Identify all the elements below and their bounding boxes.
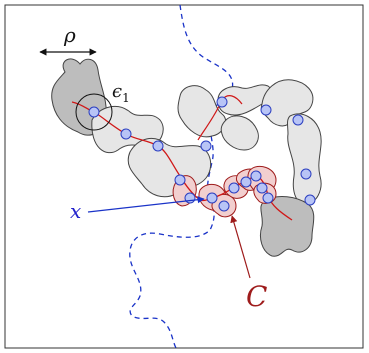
blob-upper-mid bbox=[177, 85, 227, 138]
rho-label: ρ bbox=[63, 23, 76, 47]
node bbox=[240, 176, 252, 188]
epsilon-circle bbox=[75, 93, 113, 131]
node-group bbox=[88, 96, 316, 212]
node bbox=[300, 168, 312, 180]
x-arrow bbox=[87, 196, 205, 213]
x-label: x bbox=[70, 199, 81, 223]
node bbox=[218, 200, 230, 212]
node bbox=[292, 114, 304, 126]
blob-group bbox=[51, 58, 322, 257]
node bbox=[152, 140, 164, 152]
node bbox=[250, 170, 262, 182]
node bbox=[216, 96, 228, 108]
node bbox=[262, 192, 274, 204]
frame-border bbox=[4, 4, 364, 349]
blob-right-mid bbox=[287, 113, 322, 205]
node bbox=[174, 174, 186, 186]
epsilon-symbol: ϵ bbox=[112, 81, 122, 102]
node bbox=[88, 106, 100, 118]
C-label: C bbox=[246, 280, 267, 313]
blob-center-pink-backdrop bbox=[220, 115, 259, 151]
node bbox=[206, 192, 218, 204]
blob-middle bbox=[127, 137, 212, 198]
node bbox=[256, 182, 268, 194]
epsilon-label: ϵ1 bbox=[112, 81, 130, 105]
blob-dark-right bbox=[259, 196, 315, 257]
blob-top-right bbox=[260, 79, 314, 127]
node bbox=[260, 104, 272, 116]
epsilon-subscript: 1 bbox=[122, 91, 130, 105]
node bbox=[304, 194, 316, 206]
node bbox=[228, 182, 240, 194]
C-arrow bbox=[230, 215, 251, 279]
node bbox=[120, 128, 132, 140]
node bbox=[200, 140, 212, 152]
